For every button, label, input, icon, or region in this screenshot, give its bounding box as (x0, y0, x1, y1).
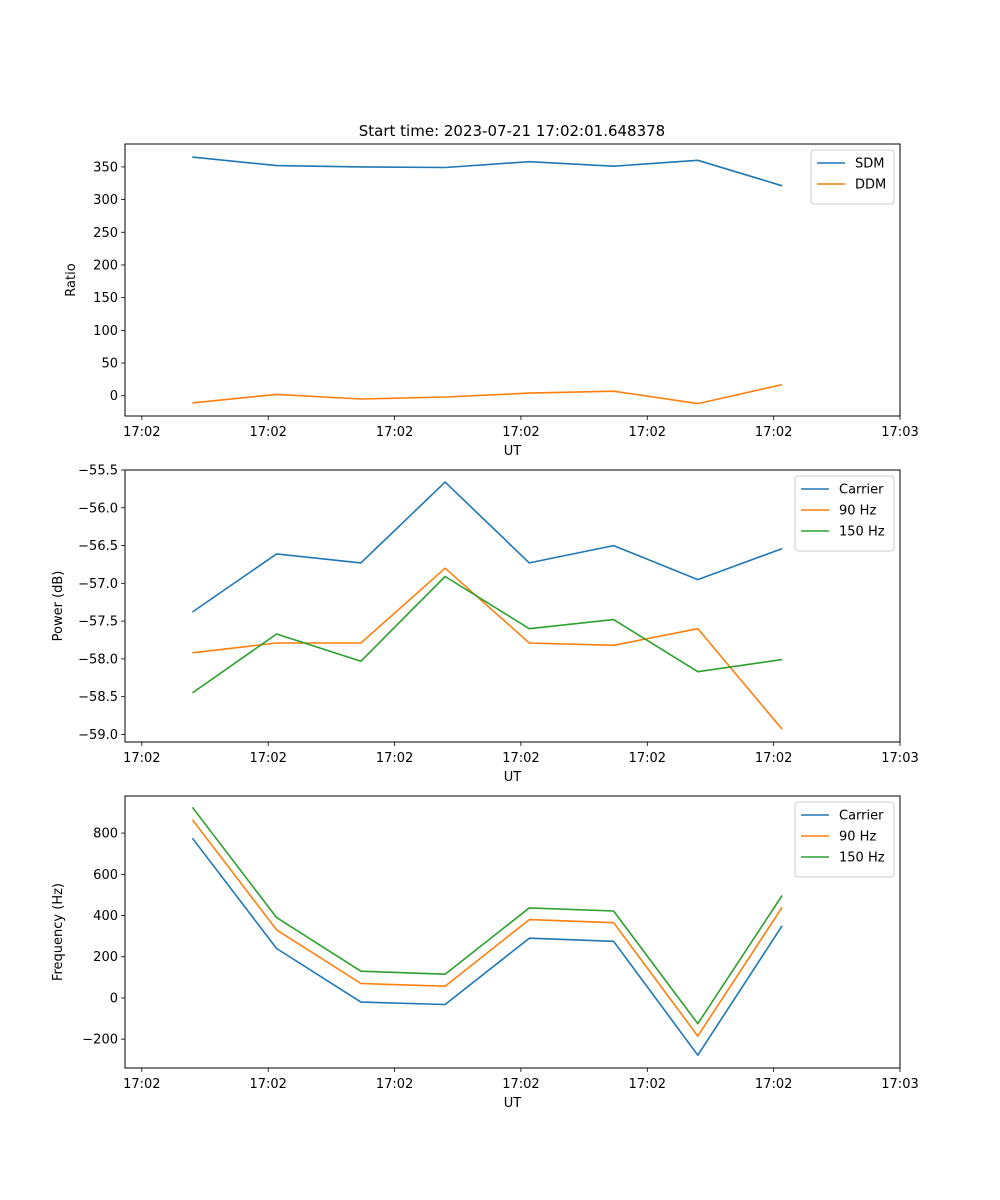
power-x-tick-label: 17:02 (376, 751, 413, 766)
ratio-y-tick-label: 350 (93, 160, 118, 175)
ratio-x-tick-label: 17:02 (755, 425, 792, 440)
ratio-axes-frame (124, 143, 901, 417)
frequency-legend-label-90-hz: 90 Hz (839, 830, 876, 845)
power-legend-label-90-hz: 90 Hz (839, 504, 876, 519)
power-y-tick-label: −59.0 (78, 728, 118, 743)
frequency-y-tick-label: 200 (93, 950, 118, 965)
frequency-y-tick-label: 0 (110, 991, 118, 1006)
power-x-tick-label: 17:02 (123, 751, 160, 766)
frequency-x-axis-label: UT (504, 1096, 522, 1111)
power-y-tick-label: −56.5 (78, 539, 118, 554)
ratio-panel: 17:02 17:02 17:02 17:02 17:02 17:02 17:03 0 50 10… (64, 143, 919, 459)
frequency-y-tick-label: −200 (82, 1033, 118, 1048)
power-series-carrier-line (191, 481, 783, 613)
frequency-x-tick-label: 17:02 (376, 1077, 413, 1092)
frequency-panel: 17:02 17:02 17:02 17:02 17:02 17:02 17:03 −200 0… (51, 795, 919, 1111)
ratio-y-axis-label: Ratio (64, 263, 79, 296)
power-legend-label-carrier: Carrier (839, 483, 884, 498)
ratio-legend-label-ddm: DDM (855, 178, 886, 193)
ratio-legend-label-sdm: SDM (855, 157, 884, 172)
frequency-legend-label-carrier: Carrier (839, 809, 884, 824)
power-x-axis-label: UT (504, 770, 522, 785)
power-x-tick-label: 17:02 (502, 751, 539, 766)
power-x-tick-label: 17:03 (881, 751, 918, 766)
power-y-tick-label: −56.0 (78, 501, 118, 516)
power-legend-label-150-hz: 150 Hz (839, 525, 885, 540)
frequency-x-tick-label: 17:02 (755, 1077, 792, 1092)
frequency-series-carrier-line (191, 837, 783, 1056)
ratio-x-tick-label: 17:02 (123, 425, 160, 440)
power-y-tick-label: −57.5 (78, 615, 118, 630)
power-axes-frame (124, 469, 901, 743)
power-series-90-hz-line (192, 567, 783, 730)
ratio-y-tick-label: 250 (93, 226, 118, 241)
frequency-axes-frame (124, 795, 901, 1069)
power-x-tick-label: 17:02 (629, 751, 666, 766)
frequency-legend-label-150-hz: 150 Hz (839, 851, 885, 866)
power-series-150-hz-line (191, 575, 783, 694)
power-y-axis-label: Power (dB) (51, 571, 66, 642)
frequency-x-tick-label: 17:03 (881, 1077, 918, 1092)
power-y-tick-label: −55.5 (78, 464, 118, 479)
ratio-x-tick-label: 17:02 (502, 425, 539, 440)
power-x-tick-label: 17:02 (755, 751, 792, 766)
ratio-y-tick-label: 200 (93, 258, 118, 273)
frequency-x-tick-label: 17:02 (502, 1077, 539, 1092)
frequency-y-tick-label: 400 (93, 909, 118, 924)
ratio-y-tick-label: 300 (93, 193, 118, 208)
power-y-tick-label: −58.5 (78, 690, 118, 705)
ratio-series-sdm-line (192, 156, 783, 187)
ratio-x-tick-label: 17:02 (629, 425, 666, 440)
frequency-x-tick-label: 17:02 (249, 1077, 286, 1092)
frequency-y-tick-label: 600 (93, 868, 118, 883)
frequency-legend (794, 801, 895, 878)
frequency-series-150-hz-line (191, 806, 783, 1025)
power-x-tick-label: 17:02 (249, 751, 286, 766)
ratio-y-tick-label: 150 (93, 291, 118, 306)
ratio-y-tick-label: 0 (110, 389, 118, 404)
power-y-tick-label: −58.0 (78, 652, 118, 667)
frequency-x-tick-label: 17:02 (629, 1077, 666, 1092)
ratio-x-tick-label: 17:02 (376, 425, 413, 440)
frequency-y-axis-label: Frequency (Hz) (51, 883, 66, 981)
frequency-series-90-hz-line (191, 819, 783, 1037)
frequency-y-tick-label: 800 (93, 827, 118, 842)
power-panel: 17:02 17:02 17:02 17:02 17:02 17:02 17:03 −59.0… (51, 464, 919, 786)
ratio-series-ddm-line (192, 383, 783, 405)
ratio-y-tick-label: 100 (93, 324, 118, 339)
ratio-x-tick-label: 17:03 (881, 425, 918, 440)
ratio-x-tick-label: 17:02 (249, 425, 286, 440)
power-legend (794, 475, 895, 552)
frequency-x-tick-label: 17:02 (123, 1077, 160, 1092)
ratio-y-tick-label: 50 (101, 357, 118, 372)
ratio-x-axis-label: UT (504, 444, 522, 459)
power-y-tick-label: −57.0 (78, 577, 118, 592)
chart-title: Start time: 2023-07-21 17:02:01.648378 (359, 122, 665, 140)
